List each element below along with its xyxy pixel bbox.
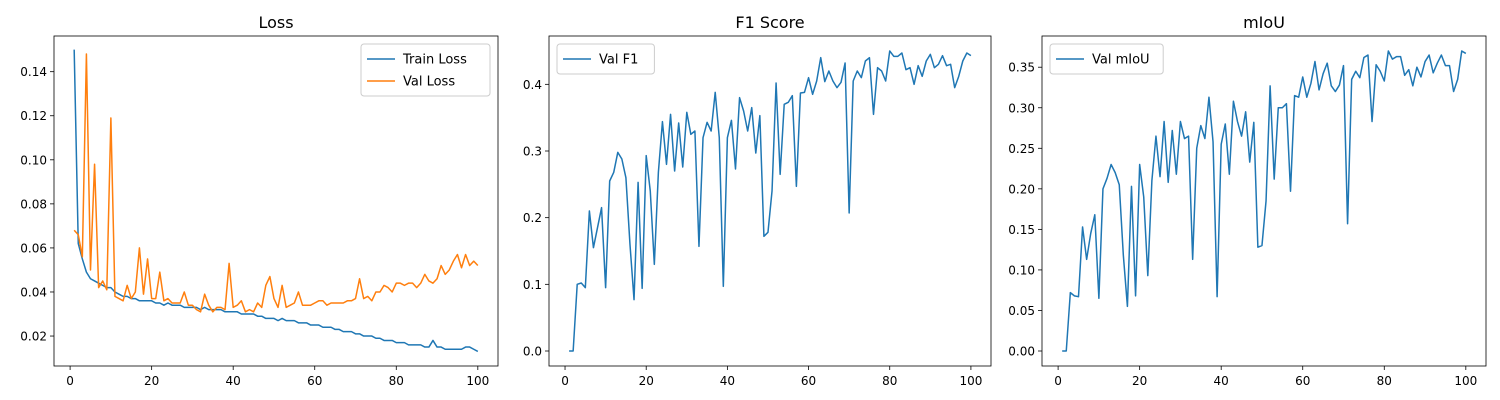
legend-label: Val F1 xyxy=(599,53,638,68)
y-tick-label: 0.14 xyxy=(20,65,47,79)
x-tick-label: 40 xyxy=(1214,374,1229,388)
y-tick-label: 0.20 xyxy=(1008,182,1035,196)
chart-title: Loss xyxy=(258,13,293,32)
x-tick-label: 40 xyxy=(226,374,241,388)
x-tick-label: 80 xyxy=(389,374,404,388)
series-line-train-loss xyxy=(73,49,479,353)
series-line-val-miou xyxy=(1062,50,1467,352)
legend-label: Train Loss xyxy=(402,53,467,68)
plot-frame xyxy=(1041,35,1487,367)
x-tick-label: 100 xyxy=(959,374,982,388)
x-tick-label: 60 xyxy=(1295,374,1310,388)
y-tick-label: 0.35 xyxy=(1008,61,1035,75)
legend-label: Val Loss xyxy=(403,75,455,90)
y-tick-label: 0.05 xyxy=(1008,304,1035,318)
legend-box xyxy=(556,43,655,75)
chart-title: mIoU xyxy=(1243,13,1285,32)
series-line-val-f1 xyxy=(569,50,972,352)
x-tick-label: 0 xyxy=(561,374,569,388)
y-tick-label: 0.25 xyxy=(1008,142,1035,156)
x-tick-label: 20 xyxy=(144,374,159,388)
x-tick-label: 0 xyxy=(66,374,74,388)
x-tick-label: 80 xyxy=(1377,374,1392,388)
y-tick-label: 0.0 xyxy=(523,345,542,359)
legend-box xyxy=(1049,43,1164,75)
x-tick-label: 80 xyxy=(882,374,897,388)
legend-label: Val mIoU xyxy=(1092,53,1150,68)
y-tick-label: 0.2 xyxy=(523,211,542,225)
y-tick-label: 0.00 xyxy=(1008,345,1035,359)
y-tick-label: 0.1 xyxy=(523,278,542,292)
plot-frame xyxy=(53,35,499,367)
x-tick-label: 20 xyxy=(639,374,654,388)
legend-box xyxy=(360,43,491,97)
y-tick-label: 0.06 xyxy=(20,241,47,255)
x-tick-label: 20 xyxy=(1132,374,1147,388)
x-tick-label: 40 xyxy=(720,374,735,388)
y-tick-label: 0.12 xyxy=(20,109,47,123)
x-tick-label: 60 xyxy=(801,374,816,388)
y-tick-label: 0.4 xyxy=(523,78,542,92)
y-tick-label: 0.10 xyxy=(20,153,47,167)
chart-panel-2: F1 Score 0 20 40 60 80 100 0.0 0.1 0.2 0.3 0.4 Val F… xyxy=(523,13,992,388)
series-line-val-loss xyxy=(73,53,479,313)
x-tick-label: 100 xyxy=(466,374,489,388)
y-tick-label: 0.08 xyxy=(20,197,47,211)
y-tick-label: 0.04 xyxy=(20,285,47,299)
y-tick-label: 0.30 xyxy=(1008,101,1035,115)
legend: Val mIoU xyxy=(1049,43,1164,75)
chart-panel-1: Loss 0 20 40 60 80 100 0.02 0.04 0.06 0.08 0.10 0.12… xyxy=(20,13,499,388)
legend: Val F1 xyxy=(556,43,655,75)
legend: Train Loss Val Loss xyxy=(360,43,491,97)
y-tick-label: 0.15 xyxy=(1008,223,1035,237)
y-tick-label: 0.10 xyxy=(1008,263,1035,277)
y-tick-label: 0.3 xyxy=(523,145,542,159)
x-tick-label: 100 xyxy=(1454,374,1477,388)
plot-frame xyxy=(548,35,992,367)
x-tick-label: 0 xyxy=(1054,374,1062,388)
y-tick-label: 0.02 xyxy=(20,330,47,344)
chart-title: F1 Score xyxy=(735,13,804,32)
chart-panel-3: mIoU 0 20 40 60 80 100 0.00 0.05 0.10 0.15 0.20 0.25… xyxy=(1008,13,1487,388)
x-tick-label: 60 xyxy=(307,374,322,388)
